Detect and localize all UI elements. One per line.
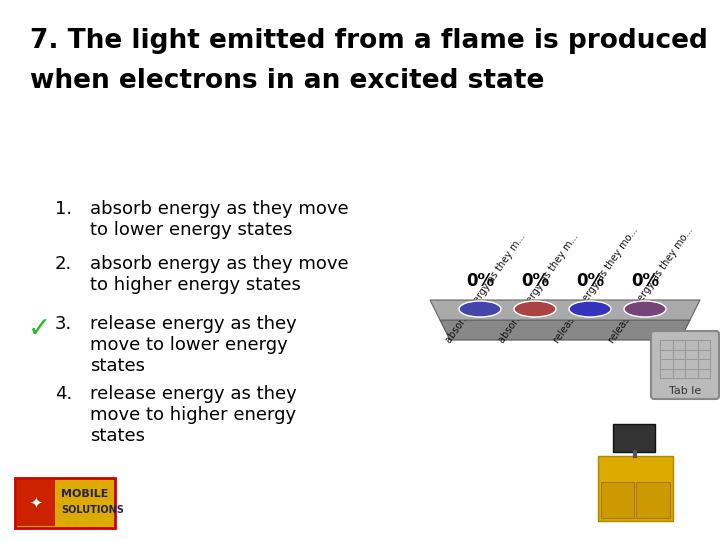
- Ellipse shape: [459, 301, 501, 317]
- FancyBboxPatch shape: [600, 482, 634, 517]
- Text: ✓: ✓: [28, 315, 51, 343]
- Polygon shape: [430, 300, 700, 320]
- Polygon shape: [440, 320, 690, 340]
- Text: 0%: 0%: [576, 272, 604, 290]
- Text: 4.: 4.: [55, 385, 72, 403]
- Ellipse shape: [569, 301, 611, 317]
- Ellipse shape: [624, 301, 666, 317]
- Text: 0%: 0%: [521, 272, 549, 290]
- Text: when electrons in an excited state: when electrons in an excited state: [30, 68, 544, 94]
- Text: 0%: 0%: [631, 272, 659, 290]
- Text: absorb energy as they move
to lower energy states: absorb energy as they move to lower ener…: [90, 200, 348, 239]
- Text: 2.: 2.: [55, 255, 72, 273]
- FancyBboxPatch shape: [651, 331, 719, 399]
- Ellipse shape: [514, 301, 556, 317]
- Text: 3.: 3.: [55, 315, 72, 333]
- Text: absorb energy as they m...: absorb energy as they m...: [497, 232, 580, 345]
- Text: Tab le: Tab le: [669, 386, 701, 396]
- FancyBboxPatch shape: [598, 456, 672, 521]
- Text: release energy as they mo...: release energy as they mo...: [552, 225, 640, 345]
- FancyBboxPatch shape: [17, 480, 55, 526]
- FancyBboxPatch shape: [636, 482, 670, 517]
- Text: release energy as they mo...: release energy as they mo...: [607, 225, 695, 345]
- Text: absorb energy as they move
to higher energy states: absorb energy as they move to higher ene…: [90, 255, 348, 294]
- FancyBboxPatch shape: [613, 423, 655, 451]
- Text: SOLUTIONS: SOLUTIONS: [61, 505, 124, 515]
- Text: 0%: 0%: [466, 272, 494, 290]
- Text: MOBILE: MOBILE: [61, 489, 109, 499]
- Text: release energy as they
move to higher energy
states: release energy as they move to higher en…: [90, 385, 297, 444]
- Text: 7. The light emitted from a flame is produced: 7. The light emitted from a flame is pro…: [30, 28, 708, 54]
- Text: release energy as they
move to lower energy
states: release energy as they move to lower ene…: [90, 315, 297, 375]
- Text: ✦: ✦: [30, 496, 42, 510]
- FancyBboxPatch shape: [15, 478, 115, 528]
- Text: 1.: 1.: [55, 200, 72, 218]
- Text: absorb energy as they m...: absorb energy as they m...: [444, 232, 528, 345]
